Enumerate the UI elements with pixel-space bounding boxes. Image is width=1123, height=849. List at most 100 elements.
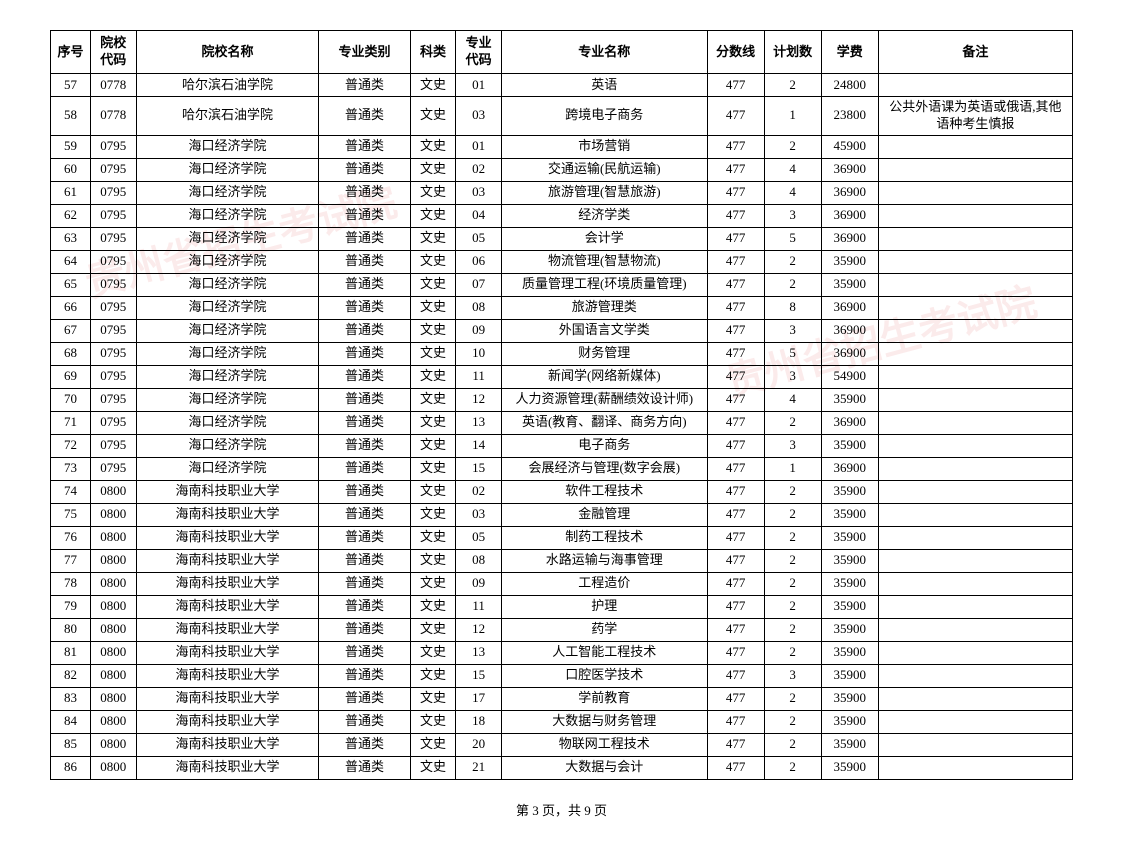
cell-remark <box>878 181 1072 204</box>
cell-category: 文史 <box>410 74 456 97</box>
cell-tuition: 35900 <box>821 595 878 618</box>
cell-schoolCode: 0800 <box>90 687 136 710</box>
cell-schoolName: 海口经济学院 <box>136 296 319 319</box>
cell-schoolCode: 0800 <box>90 595 136 618</box>
cell-remark <box>878 227 1072 250</box>
admissions-table: 序号 院校代码 院校名称 专业类别 科类 专业代码 专业名称 分数线 计划数 学… <box>50 30 1073 780</box>
cell-tuition: 35900 <box>821 710 878 733</box>
cell-majorName: 财务管理 <box>502 342 708 365</box>
cell-planNum: 3 <box>764 434 821 457</box>
cell-remark <box>878 503 1072 526</box>
header-tuition: 学费 <box>821 31 878 74</box>
cell-profType: 普通类 <box>319 434 410 457</box>
table-row: 570778哈尔滨石油学院普通类文史01英语477224800 <box>51 74 1073 97</box>
table-row: 630795海口经济学院普通类文史05会计学477536900 <box>51 227 1073 250</box>
page-indicator: 第 3 页，共 9 页 <box>50 800 1073 819</box>
cell-category: 文史 <box>410 641 456 664</box>
cell-tuition: 35900 <box>821 480 878 503</box>
cell-schoolCode: 0800 <box>90 756 136 779</box>
cell-schoolName: 海南科技职业大学 <box>136 756 319 779</box>
cell-seq: 63 <box>51 227 91 250</box>
cell-scoreLine: 477 <box>707 733 764 756</box>
cell-schoolName: 哈尔滨石油学院 <box>136 74 319 97</box>
cell-category: 文史 <box>410 181 456 204</box>
cell-category: 文史 <box>410 503 456 526</box>
cell-schoolCode: 0795 <box>90 250 136 273</box>
cell-schoolName: 海南科技职业大学 <box>136 549 319 572</box>
cell-majorName: 新闻学(网络新媒体) <box>502 365 708 388</box>
cell-majorName: 人力资源管理(薪酬绩效设计师) <box>502 388 708 411</box>
cell-scoreLine: 477 <box>707 572 764 595</box>
cell-planNum: 4 <box>764 158 821 181</box>
cell-tuition: 35900 <box>821 549 878 572</box>
cell-tuition: 35900 <box>821 572 878 595</box>
cell-schoolName: 海口经济学院 <box>136 250 319 273</box>
cell-planNum: 4 <box>764 388 821 411</box>
cell-tuition: 24800 <box>821 74 878 97</box>
table-row: 700795海口经济学院普通类文史12人力资源管理(薪酬绩效设计师)477435… <box>51 388 1073 411</box>
cell-planNum: 2 <box>764 618 821 641</box>
cell-planNum: 2 <box>764 756 821 779</box>
table-row: 730795海口经济学院普通类文史15会展经济与管理(数字会展)47713690… <box>51 457 1073 480</box>
cell-tuition: 54900 <box>821 365 878 388</box>
cell-category: 文史 <box>410 204 456 227</box>
cell-schoolCode: 0795 <box>90 158 136 181</box>
cell-scoreLine: 477 <box>707 273 764 296</box>
header-prof-type: 专业类别 <box>319 31 410 74</box>
cell-majorCode: 18 <box>456 710 502 733</box>
cell-tuition: 35900 <box>821 250 878 273</box>
cell-scoreLine: 477 <box>707 296 764 319</box>
cell-scoreLine: 477 <box>707 97 764 136</box>
cell-scoreLine: 477 <box>707 250 764 273</box>
cell-majorCode: 01 <box>456 74 502 97</box>
cell-schoolCode: 0800 <box>90 710 136 733</box>
cell-seq: 73 <box>51 457 91 480</box>
cell-planNum: 3 <box>764 365 821 388</box>
cell-schoolCode: 0800 <box>90 503 136 526</box>
cell-schoolName: 海南科技职业大学 <box>136 503 319 526</box>
cell-tuition: 45900 <box>821 135 878 158</box>
cell-seq: 75 <box>51 503 91 526</box>
cell-majorCode: 12 <box>456 618 502 641</box>
cell-profType: 普通类 <box>319 250 410 273</box>
cell-majorCode: 11 <box>456 365 502 388</box>
cell-schoolCode: 0778 <box>90 97 136 136</box>
cell-tuition: 35900 <box>821 273 878 296</box>
cell-majorCode: 09 <box>456 319 502 342</box>
header-major-code: 专业代码 <box>456 31 502 74</box>
cell-category: 文史 <box>410 733 456 756</box>
cell-scoreLine: 477 <box>707 480 764 503</box>
table-row: 850800海南科技职业大学普通类文史20物联网工程技术477235900 <box>51 733 1073 756</box>
cell-majorCode: 02 <box>456 158 502 181</box>
cell-seq: 71 <box>51 411 91 434</box>
table-row: 600795海口经济学院普通类文史02交通运输(民航运输)477436900 <box>51 158 1073 181</box>
table-row: 800800海南科技职业大学普通类文史12药学477235900 <box>51 618 1073 641</box>
cell-majorCode: 12 <box>456 388 502 411</box>
table-row: 840800海南科技职业大学普通类文史18大数据与财务管理477235900 <box>51 710 1073 733</box>
cell-seq: 70 <box>51 388 91 411</box>
cell-schoolName: 海口经济学院 <box>136 342 319 365</box>
cell-remark <box>878 135 1072 158</box>
cell-majorName: 外国语言文学类 <box>502 319 708 342</box>
cell-profType: 普通类 <box>319 204 410 227</box>
cell-scoreLine: 477 <box>707 457 764 480</box>
cell-schoolName: 海口经济学院 <box>136 365 319 388</box>
cell-planNum: 2 <box>764 641 821 664</box>
cell-tuition: 35900 <box>821 641 878 664</box>
cell-planNum: 2 <box>764 411 821 434</box>
table-row: 620795海口经济学院普通类文史04经济学类477336900 <box>51 204 1073 227</box>
cell-schoolName: 海南科技职业大学 <box>136 480 319 503</box>
cell-profType: 普通类 <box>319 710 410 733</box>
cell-majorName: 人工智能工程技术 <box>502 641 708 664</box>
cell-profType: 普通类 <box>319 664 410 687</box>
cell-profType: 普通类 <box>319 687 410 710</box>
cell-seq: 72 <box>51 434 91 457</box>
cell-remark <box>878 434 1072 457</box>
cell-schoolName: 海南科技职业大学 <box>136 641 319 664</box>
cell-planNum: 2 <box>764 480 821 503</box>
cell-planNum: 5 <box>764 342 821 365</box>
cell-seq: 83 <box>51 687 91 710</box>
cell-seq: 80 <box>51 618 91 641</box>
cell-schoolName: 海南科技职业大学 <box>136 664 319 687</box>
cell-majorCode: 07 <box>456 273 502 296</box>
